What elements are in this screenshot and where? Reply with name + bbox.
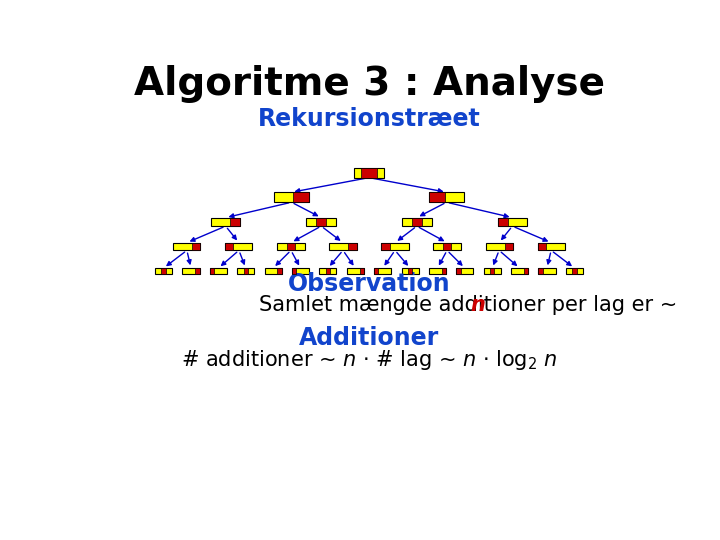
Bar	[307, 218, 336, 226]
Bar	[374, 268, 391, 274]
Bar	[243, 268, 248, 274]
Text: # additioner ~ $n$ $\cdot$ # lag ~ $n$ $\cdot$ log$_2$ $n$: # additioner ~ $n$ $\cdot$ # lag ~ $n$ $…	[181, 348, 557, 372]
Bar	[292, 268, 296, 274]
Bar	[195, 268, 199, 274]
Bar	[490, 268, 495, 274]
Bar	[429, 192, 445, 202]
Bar	[347, 268, 364, 274]
Bar	[402, 218, 431, 226]
Bar	[402, 268, 418, 274]
Text: Samlet mængde additioner per lag er ~ n: Samlet mængde additioner per lag er ~ n	[0, 539, 1, 540]
Bar	[484, 268, 500, 274]
Bar	[359, 268, 364, 274]
Bar	[316, 218, 326, 226]
Bar	[325, 268, 330, 274]
Bar	[225, 242, 233, 251]
Bar	[566, 268, 583, 274]
Bar	[287, 242, 295, 251]
Bar	[382, 242, 408, 251]
Bar	[174, 242, 200, 251]
Bar	[485, 242, 513, 251]
Bar	[293, 192, 309, 202]
Text: n: n	[471, 295, 486, 315]
Bar	[361, 167, 377, 178]
Bar	[412, 218, 422, 226]
Bar	[433, 242, 461, 251]
Bar	[238, 268, 254, 274]
Bar	[211, 218, 240, 226]
Bar	[505, 242, 513, 251]
Bar	[277, 242, 305, 251]
Bar	[456, 268, 461, 274]
Bar	[230, 218, 240, 226]
Bar	[155, 268, 172, 274]
Bar	[274, 192, 309, 202]
Bar	[182, 268, 199, 274]
Bar	[277, 268, 282, 274]
Text: Additioner: Additioner	[299, 326, 439, 350]
Bar	[456, 268, 473, 274]
Bar	[538, 242, 564, 251]
Text: Algoritme 3 : Analyse: Algoritme 3 : Analyse	[133, 65, 605, 103]
Bar	[443, 242, 451, 251]
Bar	[442, 268, 446, 274]
Bar	[210, 268, 227, 274]
Bar	[210, 268, 214, 274]
Bar	[161, 268, 166, 274]
Bar	[320, 268, 336, 274]
Bar	[348, 242, 356, 251]
Bar	[524, 268, 528, 274]
Bar	[265, 268, 282, 274]
Bar	[192, 242, 200, 251]
Bar	[572, 268, 577, 274]
Text: Samlet mængde additioner per lag er ~: Samlet mængde additioner per lag er ~	[258, 295, 684, 315]
Text: Rekursionstræet: Rekursionstræet	[258, 107, 480, 131]
Text: Observation: Observation	[288, 272, 450, 296]
Bar	[429, 192, 464, 202]
Bar	[330, 242, 356, 251]
Bar	[408, 268, 413, 274]
Bar	[511, 268, 528, 274]
Bar	[539, 268, 556, 274]
Bar	[498, 218, 508, 226]
Bar	[374, 268, 379, 274]
Bar	[225, 242, 253, 251]
Bar	[382, 242, 390, 251]
Bar	[498, 218, 527, 226]
Bar	[354, 167, 384, 178]
Bar	[539, 268, 543, 274]
Bar	[538, 242, 546, 251]
Bar	[429, 268, 446, 274]
Bar	[292, 268, 309, 274]
